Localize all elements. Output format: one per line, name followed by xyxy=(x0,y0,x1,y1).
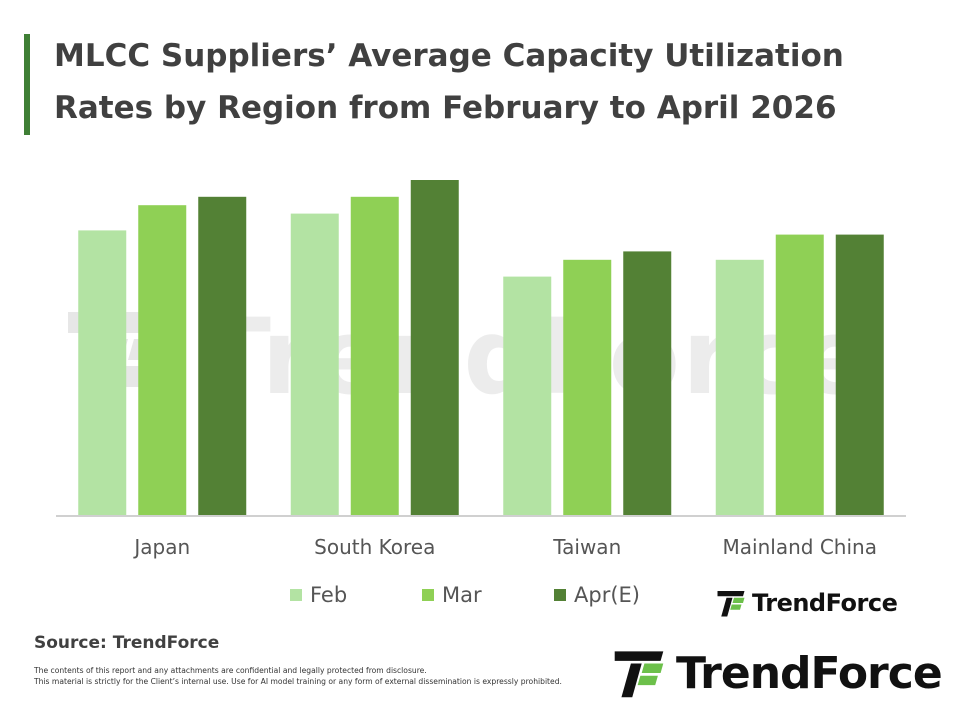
bar-south-korea-mar xyxy=(350,196,399,517)
chart-title-line-2: Rates by Region from February to April 2… xyxy=(54,90,837,126)
legend-item-feb: Feb xyxy=(290,583,422,607)
trendforce-logo-large: TrendForce xyxy=(612,646,943,700)
bar-south-korea-apre xyxy=(410,180,459,516)
chart-title: MLCC Suppliers’ Average Capacity Utiliza… xyxy=(54,30,934,134)
x-tick-label: South Korea xyxy=(314,535,435,559)
title-accent-bar xyxy=(24,34,30,135)
legend-label: Mar xyxy=(442,583,482,607)
chart-title-line-1: MLCC Suppliers’ Average Capacity Utiliza… xyxy=(54,38,844,74)
source-note: Source: TrendForce xyxy=(34,633,220,653)
bar-taiwan-apre xyxy=(623,251,672,516)
legend-swatch xyxy=(422,589,434,601)
trendforce-logo-text: TrendForce xyxy=(752,589,898,617)
bar-japan-mar xyxy=(138,205,187,516)
bar-japan-apre xyxy=(198,196,247,517)
x-tick-label: Taiwan xyxy=(552,535,621,559)
legend-label: Apr(E) xyxy=(574,583,640,607)
disclaimer-line-1: The contents of this report and any atta… xyxy=(34,666,427,675)
disclaimer: The contents of this report and any atta… xyxy=(34,665,562,687)
bar-south-korea-feb xyxy=(290,213,339,516)
bar-japan-feb xyxy=(78,230,127,516)
x-tick-label: Mainland China xyxy=(723,535,877,559)
legend-swatch xyxy=(554,589,566,601)
trendforce-logo-icon xyxy=(717,591,745,617)
trendforce-logo-large-text: TrendForce xyxy=(676,647,943,699)
bar-taiwan-mar xyxy=(563,259,612,516)
bar-mainland-china-apre xyxy=(835,234,884,516)
legend-item-apre: Apr(E) xyxy=(554,583,686,607)
x-tick-label: Japan xyxy=(132,535,190,559)
disclaimer-line-2: This material is strictly for the Client… xyxy=(34,677,562,686)
legend-label: Feb xyxy=(310,583,348,607)
bar-mainland-china-mar xyxy=(775,234,824,516)
legend: Feb Mar Apr(E) xyxy=(290,583,686,607)
trendforce-logo-small: TrendForce xyxy=(716,588,898,618)
legend-swatch xyxy=(290,589,302,601)
legend-item-mar: Mar xyxy=(422,583,554,607)
bar-taiwan-feb xyxy=(503,276,552,516)
bar-mainland-china-feb xyxy=(715,259,764,516)
trendforce-logo-icon-large xyxy=(614,651,664,698)
